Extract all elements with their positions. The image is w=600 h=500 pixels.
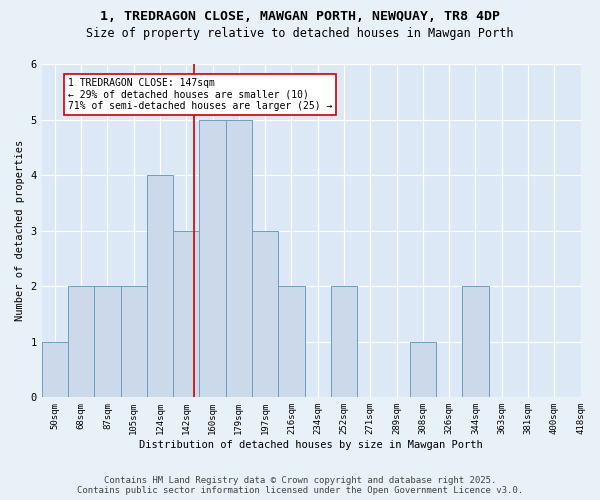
Bar — [94, 286, 121, 398]
Bar — [121, 286, 147, 398]
Bar — [147, 175, 173, 398]
Bar — [173, 230, 199, 398]
Bar — [199, 120, 226, 398]
Bar — [331, 286, 357, 398]
Text: 1, TREDRAGON CLOSE, MAWGAN PORTH, NEWQUAY, TR8 4DP: 1, TREDRAGON CLOSE, MAWGAN PORTH, NEWQUA… — [100, 10, 500, 23]
Bar — [252, 230, 278, 398]
Bar — [410, 342, 436, 398]
Bar — [226, 120, 252, 398]
Y-axis label: Number of detached properties: Number of detached properties — [15, 140, 25, 322]
Text: Size of property relative to detached houses in Mawgan Porth: Size of property relative to detached ho… — [86, 28, 514, 40]
Text: Contains HM Land Registry data © Crown copyright and database right 2025.
Contai: Contains HM Land Registry data © Crown c… — [77, 476, 523, 495]
Text: 1 TREDRAGON CLOSE: 147sqm
← 29% of detached houses are smaller (10)
71% of semi-: 1 TREDRAGON CLOSE: 147sqm ← 29% of detac… — [68, 78, 332, 111]
X-axis label: Distribution of detached houses by size in Mawgan Porth: Distribution of detached houses by size … — [139, 440, 483, 450]
Bar — [68, 286, 94, 398]
Bar — [462, 286, 488, 398]
Bar — [278, 286, 305, 398]
Bar — [41, 342, 68, 398]
